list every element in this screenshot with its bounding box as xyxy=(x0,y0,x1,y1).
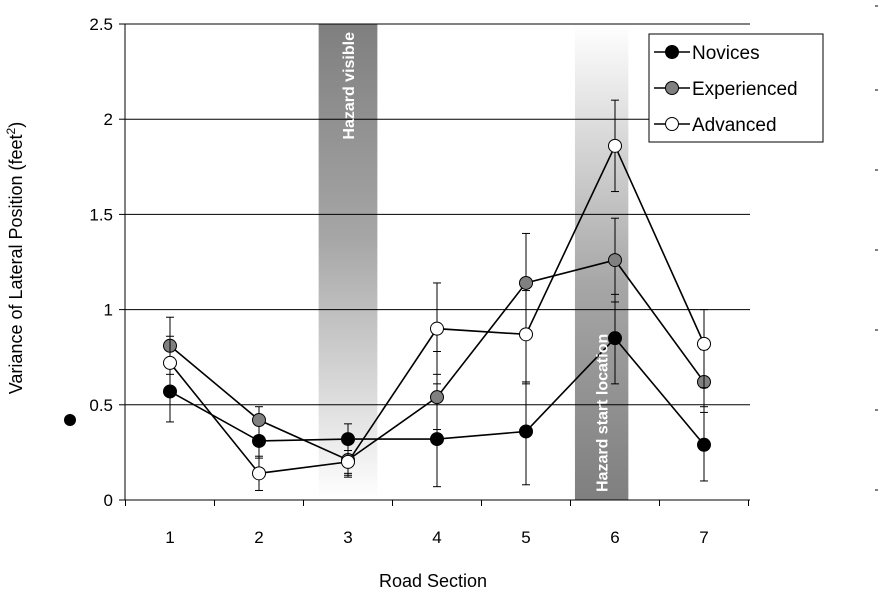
y-axis-label-main: Variance of Lateral Position (feet xyxy=(6,134,26,394)
right-edge-ticks xyxy=(875,5,878,491)
legend-label-2: Experienced xyxy=(692,79,798,100)
data-point xyxy=(341,454,355,469)
x-tick-label-6: 6 xyxy=(610,528,619,547)
data-point xyxy=(697,336,711,351)
data-point xyxy=(430,390,444,405)
hazard-band-labels: Hazard visible Hazard start location xyxy=(341,32,612,492)
axes: 0 0.5 1 1.5 2 2.5 1 2 3 4 5 6 7 xyxy=(89,15,750,547)
legend-marker-3 xyxy=(665,117,679,131)
x-tick-label-4: 4 xyxy=(432,528,441,547)
data-point xyxy=(519,424,533,439)
data-point xyxy=(252,413,266,428)
hazard-band-label-2: Hazard start location xyxy=(595,334,612,492)
data-point xyxy=(163,355,177,370)
y-tick-label-2: 1 xyxy=(104,301,113,320)
y-tick-label-5: 2.5 xyxy=(89,15,113,34)
series xyxy=(163,99,711,491)
x-tick-label-7: 7 xyxy=(699,528,708,547)
data-point xyxy=(519,275,533,290)
stray-bullet-mark xyxy=(64,414,76,426)
legend: Novices Experienced Advanced xyxy=(648,33,824,143)
data-point xyxy=(252,466,266,481)
x-tick-label-5: 5 xyxy=(521,528,530,547)
y-tick-label-0: 0 xyxy=(104,491,113,510)
x-tick-label-2: 2 xyxy=(254,528,263,547)
data-point xyxy=(608,331,622,346)
data-point xyxy=(430,321,444,336)
hazard-band-label-1: Hazard visible xyxy=(341,32,358,140)
legend-marker-2 xyxy=(665,81,679,95)
x-axis-label: Road Section xyxy=(379,571,487,591)
y-tick-label-4: 2 xyxy=(104,110,113,129)
series-advanced xyxy=(163,99,711,491)
y-axis-label-superscript: 2 xyxy=(4,127,18,134)
data-point xyxy=(608,253,622,268)
legend-marker-1 xyxy=(665,45,679,59)
legend-label-1: Novices xyxy=(692,43,760,64)
y-axis-label-close: ) xyxy=(6,122,26,128)
hazard-band-1 xyxy=(318,24,378,500)
y-axis-label: Variance of Lateral Position (feet2) xyxy=(4,122,26,395)
data-point xyxy=(430,432,444,447)
x-tick-label-3: 3 xyxy=(343,528,352,547)
hazard-bands xyxy=(318,24,629,500)
data-point xyxy=(608,138,622,153)
legend-label-3: Advanced xyxy=(692,115,777,136)
data-point xyxy=(519,327,533,342)
y-tick-label-3: 1.5 xyxy=(89,205,113,224)
y-tick-label-1: 0.5 xyxy=(89,396,113,415)
x-tick-label-1: 1 xyxy=(165,528,174,547)
data-point xyxy=(697,437,711,452)
